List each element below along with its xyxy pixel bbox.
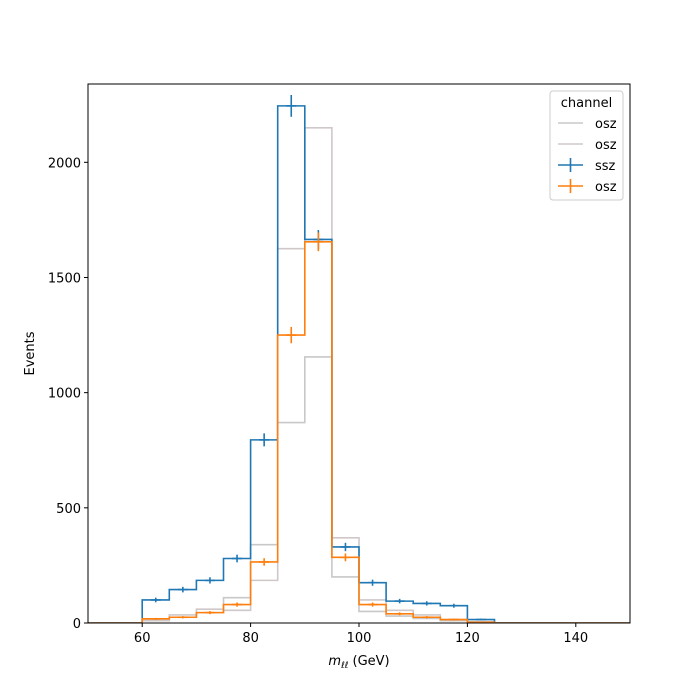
legend: channel osz osz ssz osz — [549, 90, 624, 201]
legend-box — [549, 90, 624, 201]
axis-ticks: 60 80 100 120 140 0 500 1000 1500 2000 — [48, 156, 588, 646]
y-tick-label: 1500 — [48, 271, 81, 286]
y-tick-label: 2000 — [48, 156, 81, 171]
legend-entry-osz: osz — [595, 117, 617, 132]
x-axis-label: mℓℓ (GeV) — [328, 654, 389, 671]
x-axis-label-subscript: ℓℓ — [340, 661, 348, 671]
legend-entry-osz: osz — [595, 138, 617, 153]
x-tick-label: 120 — [455, 631, 480, 646]
y-tick-label: 0 — [73, 617, 81, 632]
x-tick-label: 80 — [242, 631, 259, 646]
x-tick-label: 140 — [563, 631, 588, 646]
x-tick-label: 60 — [134, 631, 151, 646]
y-tick-label: 1000 — [48, 387, 81, 402]
y-axis-label: Events — [23, 331, 38, 375]
x-axis-label-unit: (GeV) — [353, 654, 390, 669]
plot-area — [88, 94, 630, 623]
legend-entry-ssz: ssz — [595, 159, 616, 174]
x-tick-label: 100 — [347, 631, 372, 646]
x-axis-label-main: m — [328, 654, 341, 669]
legend-entry-osz: osz — [595, 180, 617, 195]
y-tick-label: 500 — [56, 502, 81, 517]
legend-title: channel — [561, 96, 612, 111]
